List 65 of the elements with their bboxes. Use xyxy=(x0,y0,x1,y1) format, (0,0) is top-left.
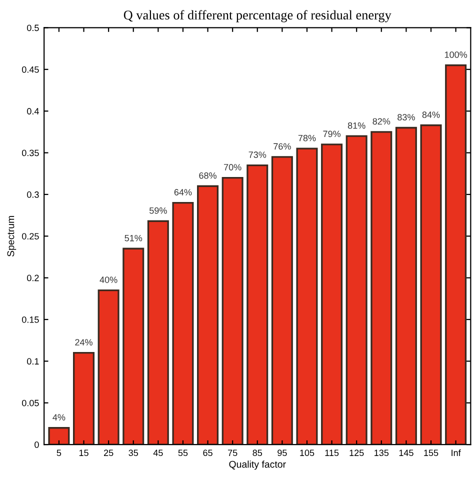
annotation: 59% xyxy=(150,207,167,214)
x-tick-label: 65 xyxy=(203,450,212,456)
annotation: 64% xyxy=(174,189,192,196)
annotation: 4% xyxy=(52,414,66,420)
bar xyxy=(147,220,169,445)
annotation: 81% xyxy=(348,122,366,129)
chart-title: Q values of different percentage of residual energy xyxy=(124,10,392,22)
x-tick-label: 25 xyxy=(104,450,114,456)
bar xyxy=(346,135,368,445)
bar xyxy=(48,427,70,445)
x-tick-label: 45 xyxy=(153,450,163,456)
annotation: 76% xyxy=(274,143,291,150)
y-axis-title: Spectrum xyxy=(7,216,16,256)
bar xyxy=(296,148,318,445)
x-tick-label: 125 xyxy=(350,450,364,456)
y-tick-label: 0.25 xyxy=(22,233,39,240)
x-tick-label: 5 xyxy=(56,450,62,456)
x-tick-label: Inf xyxy=(452,449,461,456)
annotation: 78% xyxy=(298,134,316,142)
y-tick-label: 0.05 xyxy=(22,400,39,406)
annotation: 51% xyxy=(124,234,142,242)
y-tick-label: 0.2 xyxy=(27,274,39,282)
x-tick-label: 35 xyxy=(128,450,138,456)
bar xyxy=(321,144,343,445)
y-tick-label: 0.4 xyxy=(27,108,39,114)
annotation: 83% xyxy=(398,114,415,120)
bar xyxy=(172,202,194,445)
x-tick-label: 55 xyxy=(178,450,188,456)
annotation: 100% xyxy=(444,52,468,58)
bar xyxy=(98,289,120,445)
bar xyxy=(395,126,417,445)
bar xyxy=(197,185,219,445)
x-tick-label: 105 xyxy=(300,450,314,456)
y-tick-label: 0.45 xyxy=(22,66,39,73)
x-tick-label: 95 xyxy=(278,450,287,456)
x-tick-label: 135 xyxy=(374,450,389,456)
annotation: 79% xyxy=(323,130,341,138)
annotation: 24% xyxy=(75,339,92,346)
annotation: 70% xyxy=(224,164,242,170)
y-tick-label: 0.15 xyxy=(22,316,39,323)
bar xyxy=(271,156,293,445)
bar xyxy=(122,248,144,445)
annotation: 40% xyxy=(100,276,118,283)
annotation: 73% xyxy=(248,152,266,158)
bar xyxy=(445,64,467,445)
x-tick-label: 15 xyxy=(79,450,88,456)
bar xyxy=(370,131,392,445)
bar xyxy=(73,352,95,445)
y-tick-label: 0.5 xyxy=(27,24,39,32)
bar xyxy=(222,176,244,445)
bar xyxy=(246,164,268,445)
y-tick-label: 0 xyxy=(34,442,39,448)
x-tick-label: 85 xyxy=(252,450,262,456)
x-axis-title: Quality factor xyxy=(229,460,286,470)
x-tick-label: 75 xyxy=(228,450,238,456)
annotation: 68% xyxy=(199,172,216,179)
x-tick-label: 115 xyxy=(325,450,339,456)
bar xyxy=(420,124,442,445)
x-tick-label: 155 xyxy=(424,450,438,456)
annotation: 84% xyxy=(422,112,440,118)
y-tick-label: 0.3 xyxy=(27,191,39,198)
x-tick-label: 145 xyxy=(399,450,414,456)
annotation: 82% xyxy=(372,118,390,125)
y-tick-label: 0.35 xyxy=(22,150,39,156)
y-tick-label: 0.1 xyxy=(27,358,39,365)
